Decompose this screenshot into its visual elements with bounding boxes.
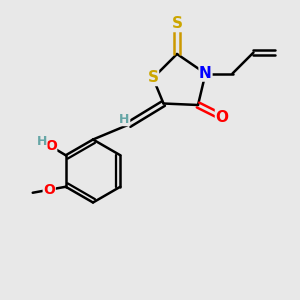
Text: O: O bbox=[215, 110, 229, 124]
Text: S: S bbox=[172, 16, 182, 32]
Text: H: H bbox=[119, 112, 130, 126]
Text: H: H bbox=[37, 135, 47, 148]
Text: O: O bbox=[43, 183, 55, 197]
Text: S: S bbox=[148, 70, 158, 86]
Text: N: N bbox=[199, 66, 212, 81]
Text: O: O bbox=[45, 139, 57, 153]
